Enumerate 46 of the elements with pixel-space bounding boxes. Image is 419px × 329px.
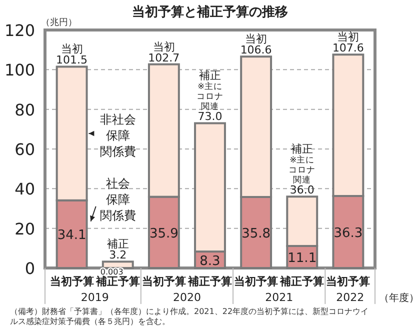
- text: 2021: [265, 291, 294, 304]
- x-tick-label: 補正予算: [187, 275, 232, 288]
- data-label: 35.9: [149, 226, 178, 242]
- total-label: 106.6: [240, 44, 272, 57]
- y-tick-label: 100: [4, 60, 35, 80]
- y-tick-label: 40: [14, 180, 35, 199]
- annotation: 当初: [337, 30, 360, 44]
- y-tick-label: 60: [14, 140, 35, 159]
- data-label: 35.8: [242, 226, 271, 242]
- data-label: 34.1: [57, 228, 86, 244]
- y-tick-label: 80: [14, 100, 35, 120]
- x-tick-label: 当初予算: [50, 275, 94, 288]
- bar: [102, 260, 134, 269]
- total-label: 3.2: [109, 248, 127, 262]
- x-tick-label: 当初予算: [142, 275, 186, 288]
- text: （備考）財務省「予算書」（各年度）により作成。2021、22年度の当初予算には、新型コロナウイルス感染症対策予備費（各５兆円）を含む。: [10, 307, 369, 326]
- data-label: 8.3: [200, 254, 220, 269]
- data-label: 36.3: [334, 226, 363, 242]
- y-tick-label: 120: [4, 21, 35, 40]
- data-label: 11.1: [288, 250, 317, 266]
- x-tick-label: 当初予算: [234, 275, 278, 288]
- total-label: 102.7: [148, 51, 180, 64]
- total-label: 101.5: [56, 54, 88, 67]
- annotation: 当初: [245, 32, 268, 46]
- total-label: 107.6: [332, 42, 364, 55]
- x-tick-label: 補正予算: [94, 275, 140, 288]
- x-tick-label: 補正予算: [279, 275, 324, 288]
- y-tick-label: 0: [24, 259, 35, 278]
- series-label: 非社会保障関係費: [100, 112, 136, 159]
- data-label: 0.003: [100, 268, 124, 276]
- total-label: 36.0: [290, 184, 314, 197]
- y-axis-title: （兆円）: [41, 17, 77, 28]
- chart-title: 当初予算と補正予算の推移: [132, 4, 288, 20]
- x-axis-title: （年度）: [379, 292, 419, 304]
- text: 2022: [336, 291, 364, 304]
- annotation: 補正※主にコロナ関連: [196, 69, 224, 112]
- annotation: 補正: [106, 238, 129, 251]
- y-tick-label: 20: [14, 219, 35, 238]
- total-label: 73.0: [198, 110, 222, 124]
- annotation: 補正※主にコロナ関連: [288, 142, 316, 186]
- text: 2020: [172, 291, 201, 304]
- annotation: 当初: [60, 42, 83, 56]
- series-label: 社会保障関係費: [100, 176, 136, 222]
- annotation: 当初: [152, 40, 175, 54]
- text: 2019: [80, 291, 109, 304]
- x-tick-label: 当初予算: [326, 275, 370, 288]
